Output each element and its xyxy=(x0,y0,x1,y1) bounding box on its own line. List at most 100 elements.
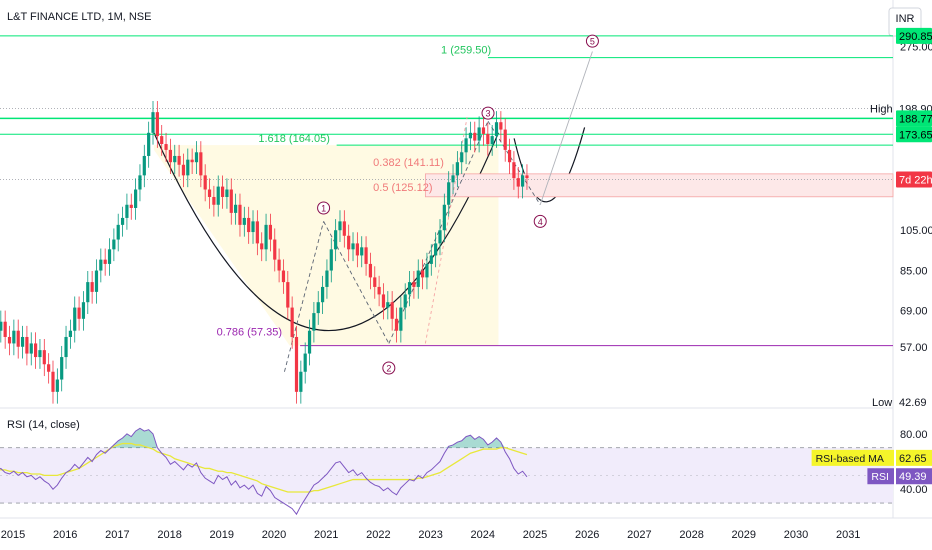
candle-body xyxy=(173,155,177,163)
price-axis: 275.00105.0085.0069.0057.00290.85198.901… xyxy=(811,27,932,496)
price-badge-label: 42.69 xyxy=(899,397,927,409)
price-badge-countdown xyxy=(896,171,932,188)
candle-body xyxy=(420,270,425,278)
candle-body xyxy=(238,204,242,225)
candle-body xyxy=(247,217,251,233)
candle-body xyxy=(186,159,190,176)
candle-body xyxy=(394,318,399,331)
candle-body xyxy=(516,178,520,187)
candle-body xyxy=(73,307,77,331)
year-tick: 2030 xyxy=(784,529,808,541)
candle-body xyxy=(447,182,451,205)
candle-body xyxy=(360,247,364,256)
candle-body xyxy=(464,138,468,153)
candle-body xyxy=(490,136,494,145)
wave-label: 3 xyxy=(486,109,491,119)
candle-body xyxy=(468,132,473,139)
candle-body xyxy=(399,307,403,331)
candle-body xyxy=(507,149,512,163)
candle-body xyxy=(438,230,442,244)
candle-body xyxy=(120,217,125,225)
candle-body xyxy=(29,343,33,354)
candle-body xyxy=(373,277,377,287)
ma_badge-name: RSI-based MA xyxy=(816,453,884,465)
ma_badge-name-box xyxy=(811,449,894,466)
candle-body xyxy=(264,224,268,250)
candle-body xyxy=(16,330,20,347)
main-pane: 1 (259.50) 1.618 (164.05) 0.382 (141.11) 0.… xyxy=(0,0,932,519)
candle-body xyxy=(103,259,107,264)
candle-body xyxy=(442,204,446,231)
candle-body xyxy=(286,282,290,308)
fib-connector xyxy=(424,117,468,344)
candle-body xyxy=(299,371,303,392)
wave-marker xyxy=(317,201,331,215)
price-tick: 105.00 xyxy=(900,225,932,237)
candle-body xyxy=(381,294,386,308)
candle-body xyxy=(368,263,373,278)
wave-label: 4 xyxy=(538,217,543,227)
price-tick: 57.00 xyxy=(900,342,928,354)
candle-body xyxy=(12,330,16,344)
candle-body xyxy=(281,270,286,283)
wave-marker xyxy=(382,361,396,375)
candle-body xyxy=(403,294,407,308)
candle-body xyxy=(38,350,42,358)
candle-body xyxy=(273,239,277,260)
candle-body xyxy=(86,282,90,303)
currency-label[interactable]: INR xyxy=(896,13,915,25)
wave-marker xyxy=(481,106,495,120)
fib-zone xyxy=(424,173,894,198)
wave-marker xyxy=(585,34,599,48)
candle-body xyxy=(3,321,7,337)
candle-body xyxy=(316,302,320,314)
fib-label: 1.618 (164.05) xyxy=(258,133,330,145)
candle-body xyxy=(460,152,464,163)
rsi_badge-name: RSI xyxy=(871,471,889,483)
price-tick: 69.00 xyxy=(900,305,928,317)
candle-body xyxy=(125,204,129,218)
candle-body xyxy=(329,249,333,271)
candle-body xyxy=(303,353,307,372)
fib-label: 1 (259.50) xyxy=(441,45,491,57)
candle-body xyxy=(155,112,159,137)
candle-body xyxy=(142,155,146,176)
candle-body xyxy=(429,255,433,264)
wave-5-projection xyxy=(539,51,593,205)
candle-body xyxy=(499,122,503,130)
candle-body xyxy=(477,127,481,141)
low-tag: Low xyxy=(872,397,892,409)
candle-body xyxy=(216,186,220,205)
candle-body xyxy=(351,243,355,250)
candle-body xyxy=(129,204,133,208)
rsi-tick: 80.00 xyxy=(900,429,928,441)
high-tag: High xyxy=(870,103,893,115)
candle-body xyxy=(325,270,329,287)
time-axis: 2015 2016 2017 2018 2019 2020 2021 2022 2023 2024… xyxy=(1,529,861,541)
candle-body xyxy=(207,189,212,197)
year-tick: 2023 xyxy=(418,529,442,541)
candle-body xyxy=(177,155,181,165)
rsi-ma-line xyxy=(0,442,528,493)
candle-body xyxy=(225,189,229,197)
candle-body xyxy=(147,132,151,156)
candle-body xyxy=(42,350,46,365)
candle-body xyxy=(181,164,186,176)
ma_badge-box xyxy=(896,449,932,466)
candle-body xyxy=(425,263,429,278)
candle-body xyxy=(521,175,525,187)
candle-body xyxy=(168,149,172,163)
fib-label: 0.786 (57.35) xyxy=(217,327,282,339)
wave-label: 2 xyxy=(386,363,391,373)
rsi-overbought-fill xyxy=(0,428,527,448)
candle-body xyxy=(194,152,199,163)
rsi-tick: 40.00 xyxy=(900,484,928,496)
candle-body xyxy=(34,343,38,358)
candle-body xyxy=(190,159,194,163)
candle-body xyxy=(290,307,294,337)
candle-body xyxy=(481,127,486,134)
candle-body xyxy=(255,221,259,244)
candle-body xyxy=(347,235,351,250)
candle-body xyxy=(160,136,164,145)
